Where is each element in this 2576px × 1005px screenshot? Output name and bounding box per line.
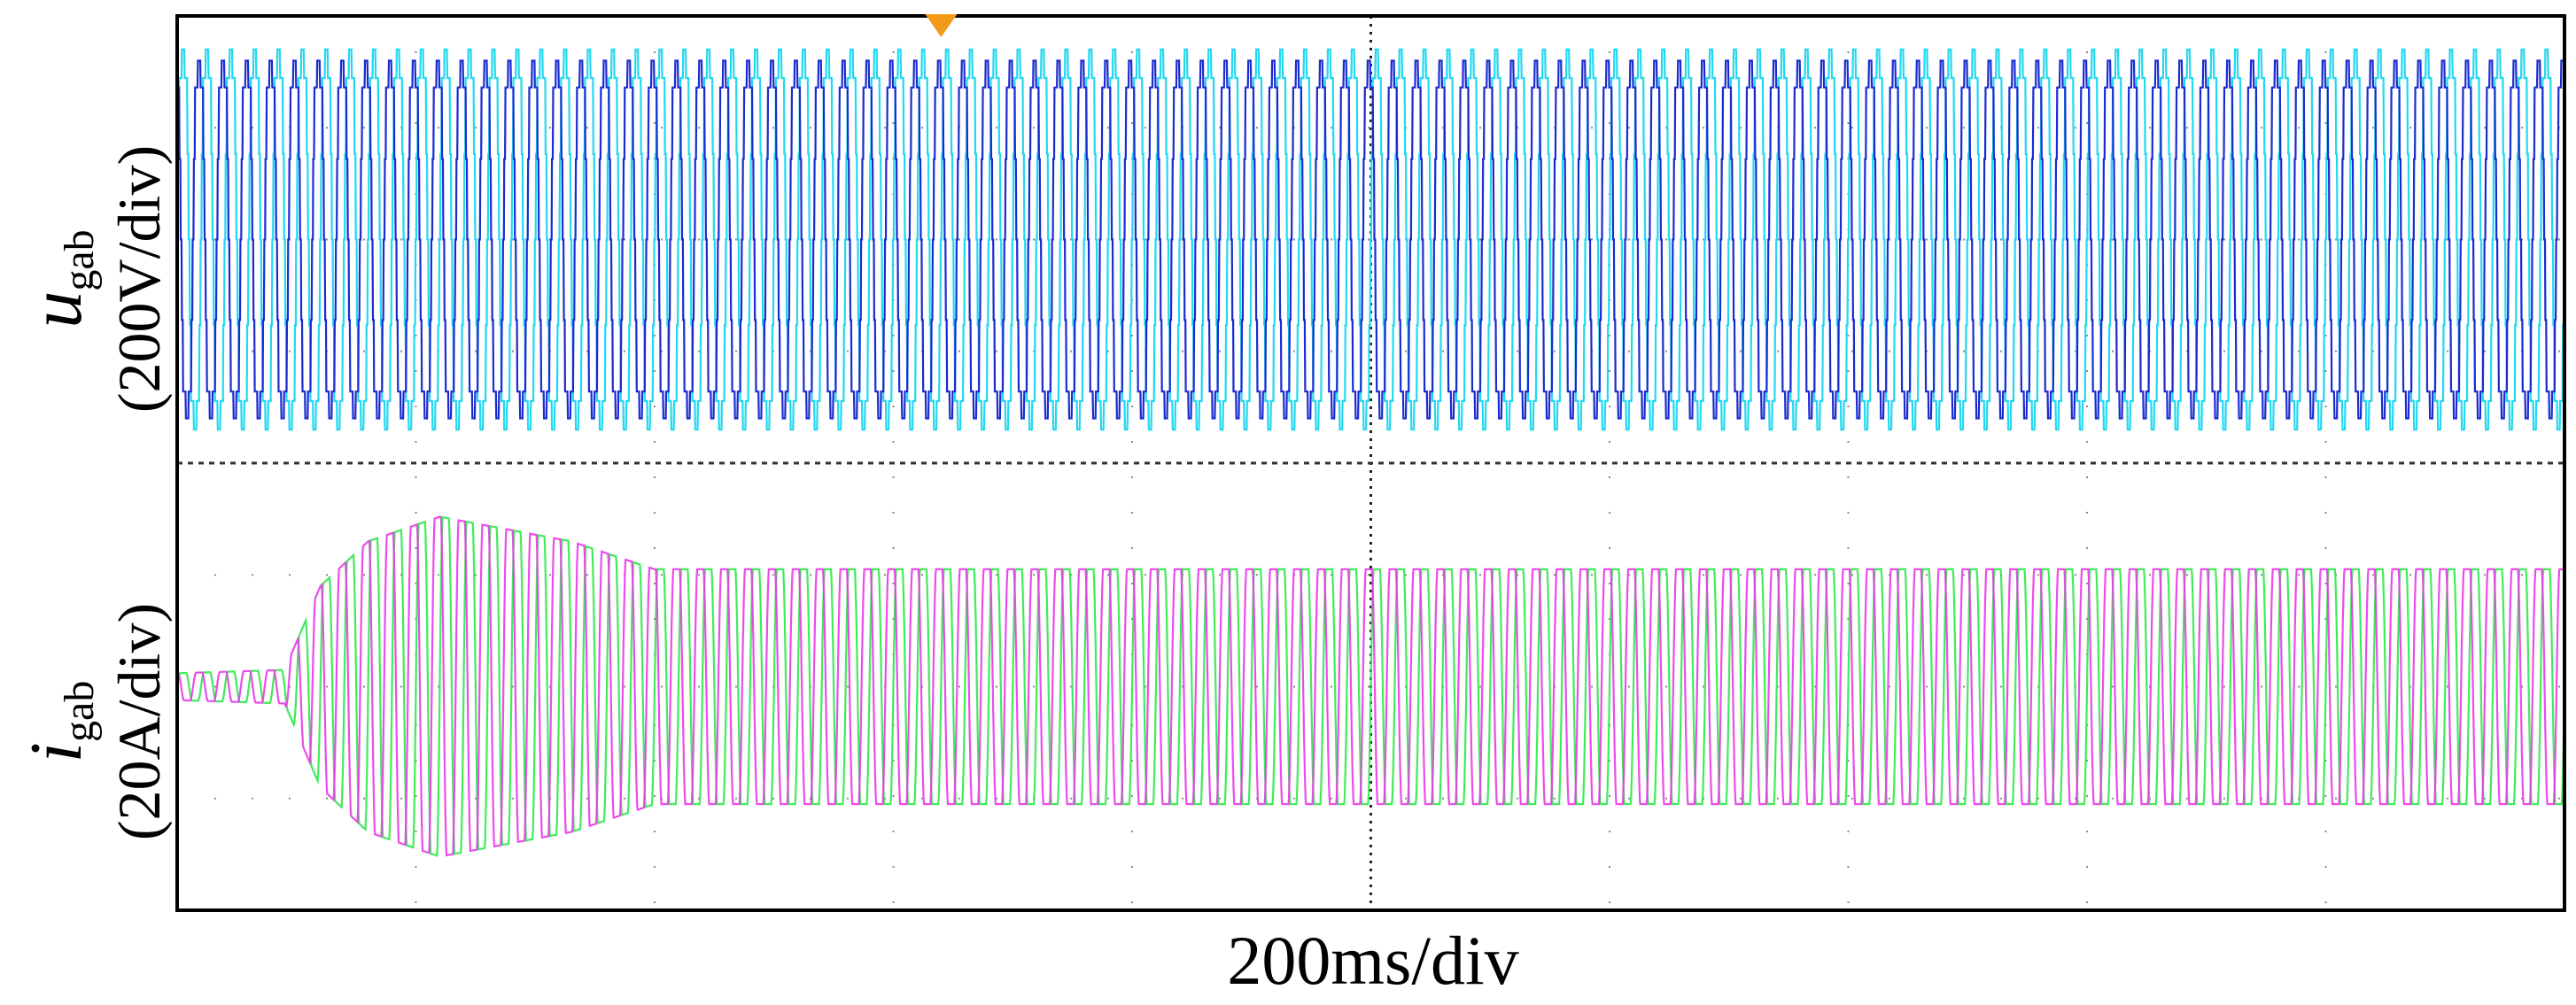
current-axis-label: igab (20A/div) xyxy=(13,518,182,925)
current-scale: (20A/div) xyxy=(105,602,173,841)
grid xyxy=(177,16,2564,910)
plot-frame xyxy=(175,14,2566,912)
voltage-symbol: u xyxy=(15,290,97,329)
voltage-subscript: gab xyxy=(56,229,103,291)
trace-i_gb xyxy=(176,515,2564,857)
voltage-scale: (200V/div) xyxy=(105,144,173,414)
trace-u_gb xyxy=(177,59,2565,420)
voltage-axis-label: ugab (200V/div) xyxy=(13,75,182,483)
x-axis-label: 200ms/div xyxy=(1227,922,1519,999)
trigger-marker xyxy=(925,14,958,37)
frame-border xyxy=(175,14,2566,912)
trace-u_ga xyxy=(176,48,2565,431)
current-symbol: i xyxy=(15,741,97,763)
trace-i_ga xyxy=(175,515,2566,857)
current-subscript: gab xyxy=(56,680,103,742)
traces xyxy=(175,48,2566,857)
